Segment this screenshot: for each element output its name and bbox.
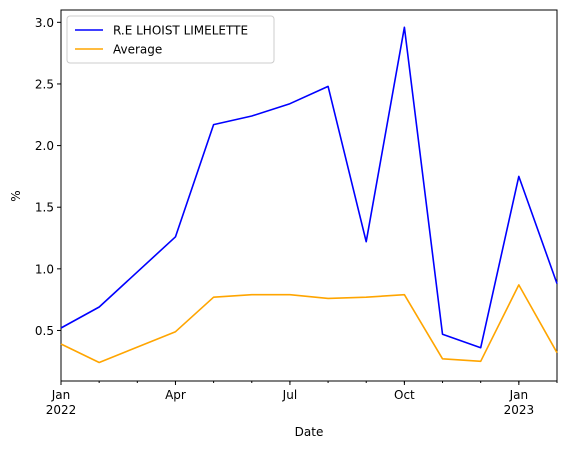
x-tick-label: Jan: [509, 388, 529, 402]
x-tick-label: Oct: [394, 388, 415, 402]
legend: R.E LHOIST LIMELETTE Average: [66, 15, 275, 64]
x-tick-label: Jan: [51, 388, 71, 402]
series-line-1: [60, 284, 558, 364]
y-tick-label: 1.5: [35, 201, 54, 215]
legend-box: [66, 15, 275, 64]
x-tick-label: Jul: [282, 388, 297, 402]
series-lines: [60, 26, 558, 364]
series-line-0: [60, 26, 558, 349]
plot-area: [60, 9, 558, 382]
x-tick-year-label: 2023: [504, 403, 535, 417]
legend-label-0: R.E LHOIST LIMELETTE: [113, 24, 248, 38]
y-axis-ticks: 0.5 1.0 1.5 2.0 2.5 3.0: [35, 16, 61, 338]
y-tick-label: 2.0: [35, 139, 54, 153]
y-tick-label: 0.5: [35, 324, 54, 338]
x-axis-label: Date: [295, 425, 324, 439]
y-tick-label: 1.0: [35, 262, 54, 276]
x-tick-label: Apr: [165, 388, 186, 402]
y-tick-label: 2.5: [35, 77, 54, 91]
y-tick-label: 3.0: [35, 16, 54, 30]
y-axis-label: %: [9, 190, 23, 201]
legend-label-1: Average: [113, 43, 162, 57]
x-tick-year-label: 2022: [46, 403, 77, 417]
